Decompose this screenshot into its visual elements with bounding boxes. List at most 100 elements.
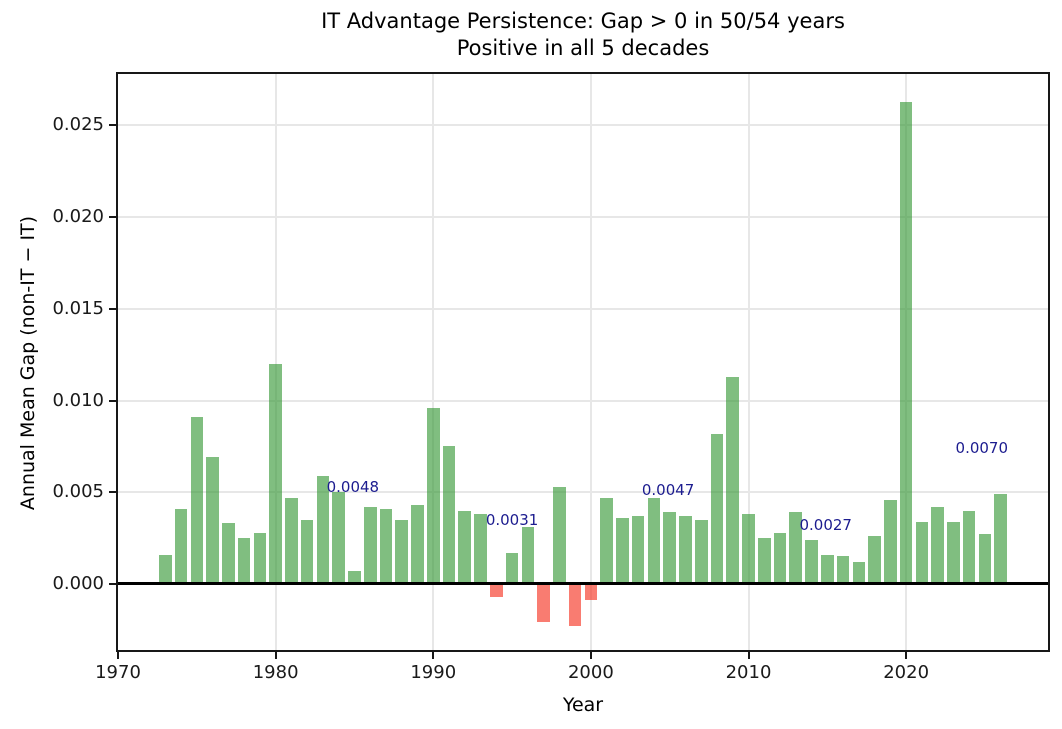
bar-positive bbox=[379, 508, 393, 584]
bar-positive bbox=[411, 505, 424, 584]
x-tick-label: 1970 bbox=[95, 662, 141, 683]
x-gridline bbox=[747, 74, 750, 650]
y-gridline bbox=[118, 216, 1048, 219]
bar-positive bbox=[836, 556, 850, 584]
bar-negative bbox=[568, 583, 582, 627]
y-tick-label: 0.000 bbox=[52, 572, 104, 594]
bar-positive bbox=[222, 523, 235, 584]
bar-positive bbox=[884, 499, 897, 584]
decade-mean-annotation: 0.0070 bbox=[955, 439, 1009, 458]
y-gridline bbox=[118, 491, 1048, 494]
bar-negative bbox=[537, 583, 550, 623]
decade-mean-annotation: 0.0047 bbox=[641, 481, 695, 500]
bar-positive bbox=[710, 433, 724, 584]
x-gridline bbox=[589, 74, 592, 650]
y-tick-mark bbox=[109, 124, 116, 127]
x-tick-mark bbox=[117, 652, 119, 659]
x-tick-label: 2010 bbox=[725, 662, 772, 683]
bar-positive bbox=[553, 486, 566, 584]
bar-positive bbox=[962, 510, 976, 584]
bar-positive bbox=[458, 510, 472, 584]
bar-positive bbox=[821, 554, 834, 584]
bar-positive bbox=[868, 536, 881, 584]
bar-positive bbox=[852, 561, 866, 584]
chart-title: IT Advantage Persistence: Gap > 0 in 50/… bbox=[118, 8, 1048, 62]
y-gridline bbox=[118, 307, 1048, 310]
y-tick-mark bbox=[109, 307, 116, 310]
bar-positive bbox=[742, 514, 755, 584]
y-axis-label: Annual Mean Gap (non-IT − IT) bbox=[17, 215, 39, 511]
bar-positive bbox=[332, 492, 345, 584]
bar-positive bbox=[363, 506, 377, 584]
bar-positive bbox=[647, 497, 661, 584]
bar-positive bbox=[757, 538, 771, 584]
bar-positive bbox=[395, 519, 409, 584]
zero-line bbox=[118, 582, 1048, 586]
y-gridline bbox=[118, 399, 1048, 402]
bar-positive bbox=[978, 534, 992, 584]
bar-positive bbox=[190, 417, 204, 584]
x-tick-label: 1980 bbox=[252, 662, 299, 683]
bar-positive bbox=[206, 457, 219, 584]
x-gridline bbox=[432, 74, 435, 650]
x-tick-mark bbox=[432, 652, 435, 659]
bar-positive bbox=[474, 514, 487, 584]
bar-positive bbox=[158, 554, 172, 584]
y-tick-mark bbox=[109, 399, 116, 402]
bar-positive bbox=[726, 376, 740, 584]
decade-mean-annotation: 0.0031 bbox=[485, 510, 539, 529]
y-tick-label: 0.015 bbox=[52, 297, 104, 319]
bar-positive bbox=[269, 363, 282, 584]
bar-positive bbox=[694, 519, 708, 584]
y-tick-label: 0.005 bbox=[52, 481, 104, 503]
y-tick-mark bbox=[109, 491, 116, 494]
y-tick-label: 0.025 bbox=[52, 114, 104, 136]
bar-positive bbox=[899, 101, 913, 584]
bar-positive bbox=[426, 407, 440, 584]
bar-positive bbox=[931, 506, 944, 584]
y-tick-mark bbox=[109, 582, 116, 585]
x-tick-label: 2000 bbox=[567, 662, 614, 683]
bar-negative bbox=[490, 583, 503, 597]
bar-positive bbox=[253, 532, 267, 584]
x-gridline bbox=[274, 74, 277, 650]
bar-positive bbox=[631, 516, 645, 584]
bar-positive bbox=[285, 497, 298, 584]
y-gridline bbox=[118, 124, 1048, 127]
chart-title-line2: Positive in all 5 decades bbox=[456, 36, 710, 60]
x-tick-mark bbox=[905, 652, 908, 659]
bar-positive bbox=[616, 517, 629, 584]
bar-positive bbox=[805, 539, 818, 584]
bar-positive bbox=[174, 508, 188, 584]
chart-title-line1: IT Advantage Persistence: Gap > 0 in 50/… bbox=[321, 9, 845, 33]
x-tick-mark bbox=[747, 652, 750, 659]
x-axis-label: Year bbox=[562, 694, 604, 716]
bar-positive bbox=[505, 552, 519, 584]
bar-positive bbox=[521, 527, 535, 584]
bar-negative bbox=[584, 583, 598, 601]
y-tick-label: 0.020 bbox=[52, 206, 104, 228]
bar-positive bbox=[679, 516, 692, 584]
x-tick-label: 2020 bbox=[883, 662, 930, 683]
x-tick-mark bbox=[589, 652, 592, 659]
y-tick-mark bbox=[109, 216, 116, 219]
bar-positive bbox=[789, 512, 803, 584]
bar-positive bbox=[947, 521, 960, 584]
bar-positive bbox=[348, 571, 361, 584]
bar-positive bbox=[994, 494, 1008, 584]
y-tick-label: 0.010 bbox=[52, 389, 104, 411]
bar-positive bbox=[915, 521, 929, 584]
decade-mean-annotation: 0.0048 bbox=[326, 477, 380, 496]
bar-positive bbox=[237, 538, 251, 584]
bar-positive bbox=[316, 475, 330, 584]
x-tick-label: 1990 bbox=[410, 662, 457, 683]
bar-positive bbox=[442, 446, 456, 584]
bar-positive bbox=[600, 497, 613, 584]
bar-positive bbox=[300, 519, 314, 584]
bar-positive bbox=[773, 532, 787, 584]
bar-positive bbox=[663, 512, 676, 584]
decade-mean-annotation: 0.0027 bbox=[799, 516, 852, 535]
x-tick-mark bbox=[274, 652, 277, 659]
